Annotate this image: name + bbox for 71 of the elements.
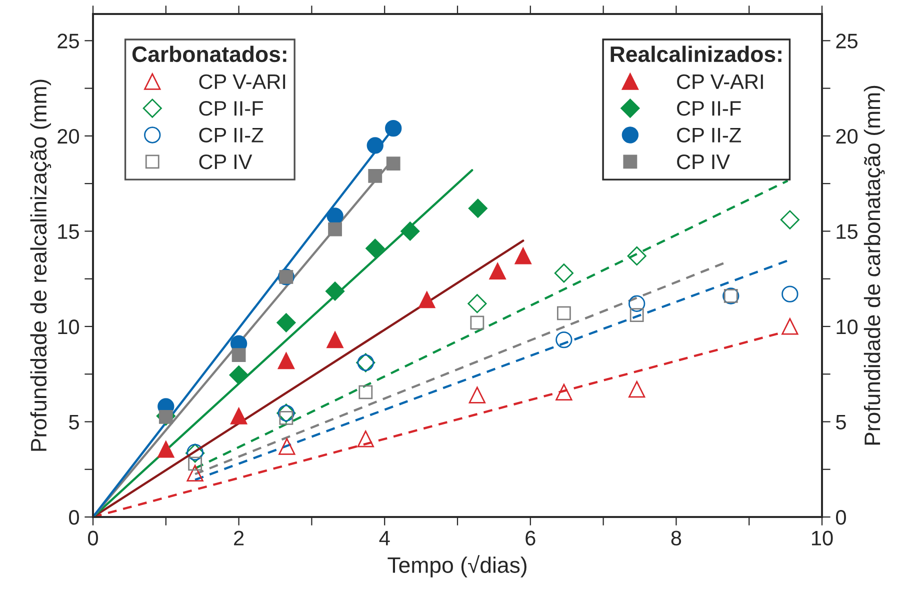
y-tick-label: 15 bbox=[58, 224, 79, 239]
point bbox=[328, 222, 342, 236]
point bbox=[386, 156, 400, 171]
y2-tick-label: 15 bbox=[836, 224, 858, 239]
point bbox=[780, 210, 800, 230]
point bbox=[628, 381, 646, 398]
point bbox=[232, 348, 246, 362]
point bbox=[188, 456, 202, 471]
point bbox=[278, 352, 295, 370]
point bbox=[276, 313, 296, 332]
legend-label: CP II-F bbox=[199, 101, 263, 116]
point bbox=[358, 385, 373, 400]
y2-tick-label: 0 bbox=[836, 510, 846, 525]
point bbox=[556, 331, 572, 348]
point bbox=[186, 464, 204, 482]
x-tick-label: 6 bbox=[526, 530, 536, 546]
point bbox=[278, 438, 296, 455]
x-tick-label: 0 bbox=[88, 530, 98, 546]
legend-label: CP II-Z bbox=[199, 128, 264, 142]
point bbox=[229, 366, 248, 385]
point bbox=[628, 295, 646, 312]
point bbox=[468, 386, 486, 404]
y2-tick-label: 5 bbox=[836, 414, 846, 430]
point bbox=[468, 198, 488, 218]
point bbox=[326, 331, 344, 348]
point bbox=[630, 308, 644, 322]
y-tick-label: 20 bbox=[58, 128, 79, 144]
y2-tick-label: 10 bbox=[836, 319, 858, 334]
x-tick-label: 10 bbox=[812, 530, 833, 546]
point bbox=[400, 222, 420, 241]
y2-axis-title: Profundidade de carbonatação (mm) bbox=[864, 86, 885, 445]
point bbox=[627, 246, 646, 266]
point bbox=[357, 430, 374, 448]
point bbox=[468, 294, 487, 314]
y-tick-label: 10 bbox=[58, 319, 79, 334]
point bbox=[368, 169, 382, 183]
x-axis-title: Tempo (√dias) bbox=[388, 555, 526, 578]
text: Realcalinizados: bbox=[610, 46, 782, 62]
legend-label: CP IV bbox=[677, 154, 730, 170]
legend-label: CP II-Z bbox=[677, 128, 741, 142]
point bbox=[325, 282, 345, 301]
legend-label: CP V-ARI bbox=[199, 74, 286, 90]
point bbox=[556, 384, 572, 401]
point bbox=[230, 408, 248, 424]
point bbox=[366, 238, 385, 258]
y-tick-label: 5 bbox=[69, 414, 79, 430]
legend-label: CP II-F bbox=[677, 101, 741, 116]
y2-tick-label: 25 bbox=[836, 34, 858, 48]
y-tick-label: 0 bbox=[69, 510, 79, 525]
point bbox=[366, 137, 384, 154]
point bbox=[782, 286, 798, 302]
x-tick-label: 2 bbox=[234, 530, 244, 546]
legend-label: CP V-ARI bbox=[677, 74, 763, 90]
point bbox=[326, 208, 344, 224]
point bbox=[554, 264, 574, 283]
y2-tick-label: 20 bbox=[836, 128, 858, 144]
point bbox=[158, 410, 173, 424]
legend-label: CP IV bbox=[199, 154, 252, 170]
point bbox=[158, 441, 174, 458]
point bbox=[514, 248, 532, 264]
point bbox=[385, 120, 402, 137]
point bbox=[556, 306, 571, 320]
point bbox=[489, 262, 506, 280]
point bbox=[470, 316, 484, 330]
x-tick-label: 8 bbox=[671, 530, 682, 546]
point bbox=[418, 291, 436, 308]
x-tick-label: 4 bbox=[379, 530, 390, 546]
text: Carbonatados: bbox=[132, 46, 286, 62]
y-tick-label: 25 bbox=[58, 34, 79, 48]
y-axis-title: Profundidade de realcalinização (mm) bbox=[30, 80, 52, 451]
point bbox=[782, 318, 798, 335]
